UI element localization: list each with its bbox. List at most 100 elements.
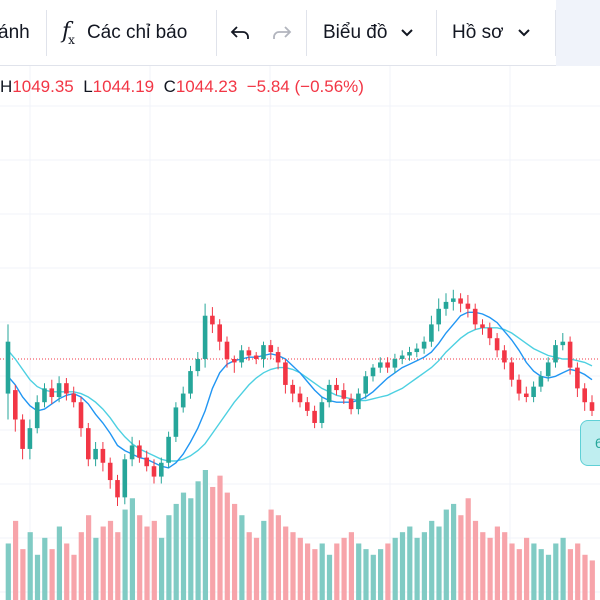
volume-bar [305, 543, 311, 600]
redo-icon [273, 26, 292, 39]
chart-type-label: ánh [0, 22, 30, 43]
candle-body [589, 402, 595, 411]
candle-body [100, 448, 106, 463]
candle-body [64, 383, 69, 394]
candle-body [392, 358, 398, 368]
candle-body [290, 384, 295, 394]
volume-bar [5, 543, 11, 600]
volume-bar [27, 532, 33, 600]
volume-bar [137, 515, 143, 600]
volume-bar [334, 543, 340, 600]
candle-body [283, 362, 288, 385]
candle-body [275, 352, 281, 363]
candle-body [553, 345, 558, 363]
profile-menu[interactable]: Hồ sơ [452, 0, 530, 66]
low-value: 1044.19 [92, 77, 155, 96]
candle-body [78, 402, 84, 429]
volume-bar [356, 543, 362, 600]
candle-body [224, 341, 230, 359]
candle-body [458, 298, 463, 304]
low-label: L [83, 77, 93, 96]
candle-body [268, 345, 274, 353]
candle-body [494, 338, 500, 351]
chart-menu[interactable]: Biểu đồ [323, 0, 414, 66]
toolbar-divider [216, 10, 217, 56]
volume-bar [202, 470, 208, 600]
redo-button[interactable] [270, 0, 294, 66]
candle-body [407, 352, 412, 356]
volume-bar [100, 526, 106, 600]
volume-bar [370, 554, 376, 600]
volume-bar [34, 554, 41, 600]
candle-body [180, 393, 186, 408]
volume-bar [487, 537, 493, 600]
toolbar-divider [555, 10, 556, 56]
toolbar-divider [436, 10, 437, 56]
volume-bar [545, 554, 552, 600]
volume-bar [49, 549, 55, 600]
candle-body [210, 315, 215, 325]
undo-button[interactable] [228, 0, 252, 66]
volume-bar [319, 543, 325, 600]
indicators-button[interactable]: fx Các chỉ báo [62, 0, 187, 66]
candle-body [239, 350, 244, 363]
price-tag-value: 6 [595, 435, 600, 451]
volume-bar [589, 560, 595, 600]
volume-bar [378, 549, 384, 600]
volume-bar [385, 543, 391, 600]
indicators-label: Các chỉ báo [86, 22, 188, 43]
volume-bar [253, 537, 260, 600]
candle-body [173, 407, 179, 437]
candle-body [487, 327, 493, 339]
volume-bar [246, 532, 252, 600]
candle-body [524, 393, 529, 398]
volume-bar [159, 537, 165, 600]
volume-bar [129, 498, 135, 600]
candle-body [305, 402, 310, 411]
chart-type-menu[interactable]: ánh [0, 0, 30, 66]
undo-icon [230, 26, 249, 39]
volume-bar [122, 509, 128, 600]
candle-body [56, 383, 62, 398]
toolbar-divider [306, 10, 307, 56]
volume-bar [480, 532, 486, 600]
candle-body [341, 390, 347, 399]
candle-body [312, 410, 317, 423]
volume-bar [13, 520, 19, 600]
volume-bar [531, 543, 537, 600]
volume-bar [93, 537, 99, 600]
volume-bar [363, 549, 369, 600]
price-scale-tag[interactable]: 6 [580, 420, 600, 466]
candle-body [115, 480, 120, 498]
profile-menu-label: Hồ sơ [452, 22, 504, 43]
volume-bar [524, 537, 530, 600]
candle-body [378, 362, 383, 368]
candle-body [451, 298, 456, 302]
volume-bar [56, 526, 62, 600]
volume-bar [210, 486, 216, 600]
candle-body [202, 315, 208, 359]
toolbar-right-panel [556, 0, 600, 66]
volume-bar [151, 520, 157, 600]
price-chart[interactable] [0, 66, 600, 600]
volume-bar [71, 554, 77, 600]
candle-body [34, 402, 40, 429]
volume-bar [509, 543, 515, 600]
volume-bar [232, 503, 238, 600]
volume-bar [261, 520, 267, 600]
high-label: H [0, 77, 13, 96]
chevron-down-icon [401, 29, 414, 37]
candle-body [13, 390, 18, 420]
candle-body [509, 362, 514, 380]
candle-body [436, 308, 441, 325]
candle-body [297, 393, 303, 403]
volume-bar [494, 526, 500, 600]
candle-body [107, 462, 113, 481]
volume-bar [348, 532, 354, 600]
volume-bar [64, 543, 70, 600]
candle-body [363, 376, 368, 394]
candle-body [5, 341, 11, 394]
high-value: 1049.35 [12, 77, 74, 96]
close-label: C [163, 77, 176, 96]
close-value: 1044.23 [175, 77, 238, 96]
